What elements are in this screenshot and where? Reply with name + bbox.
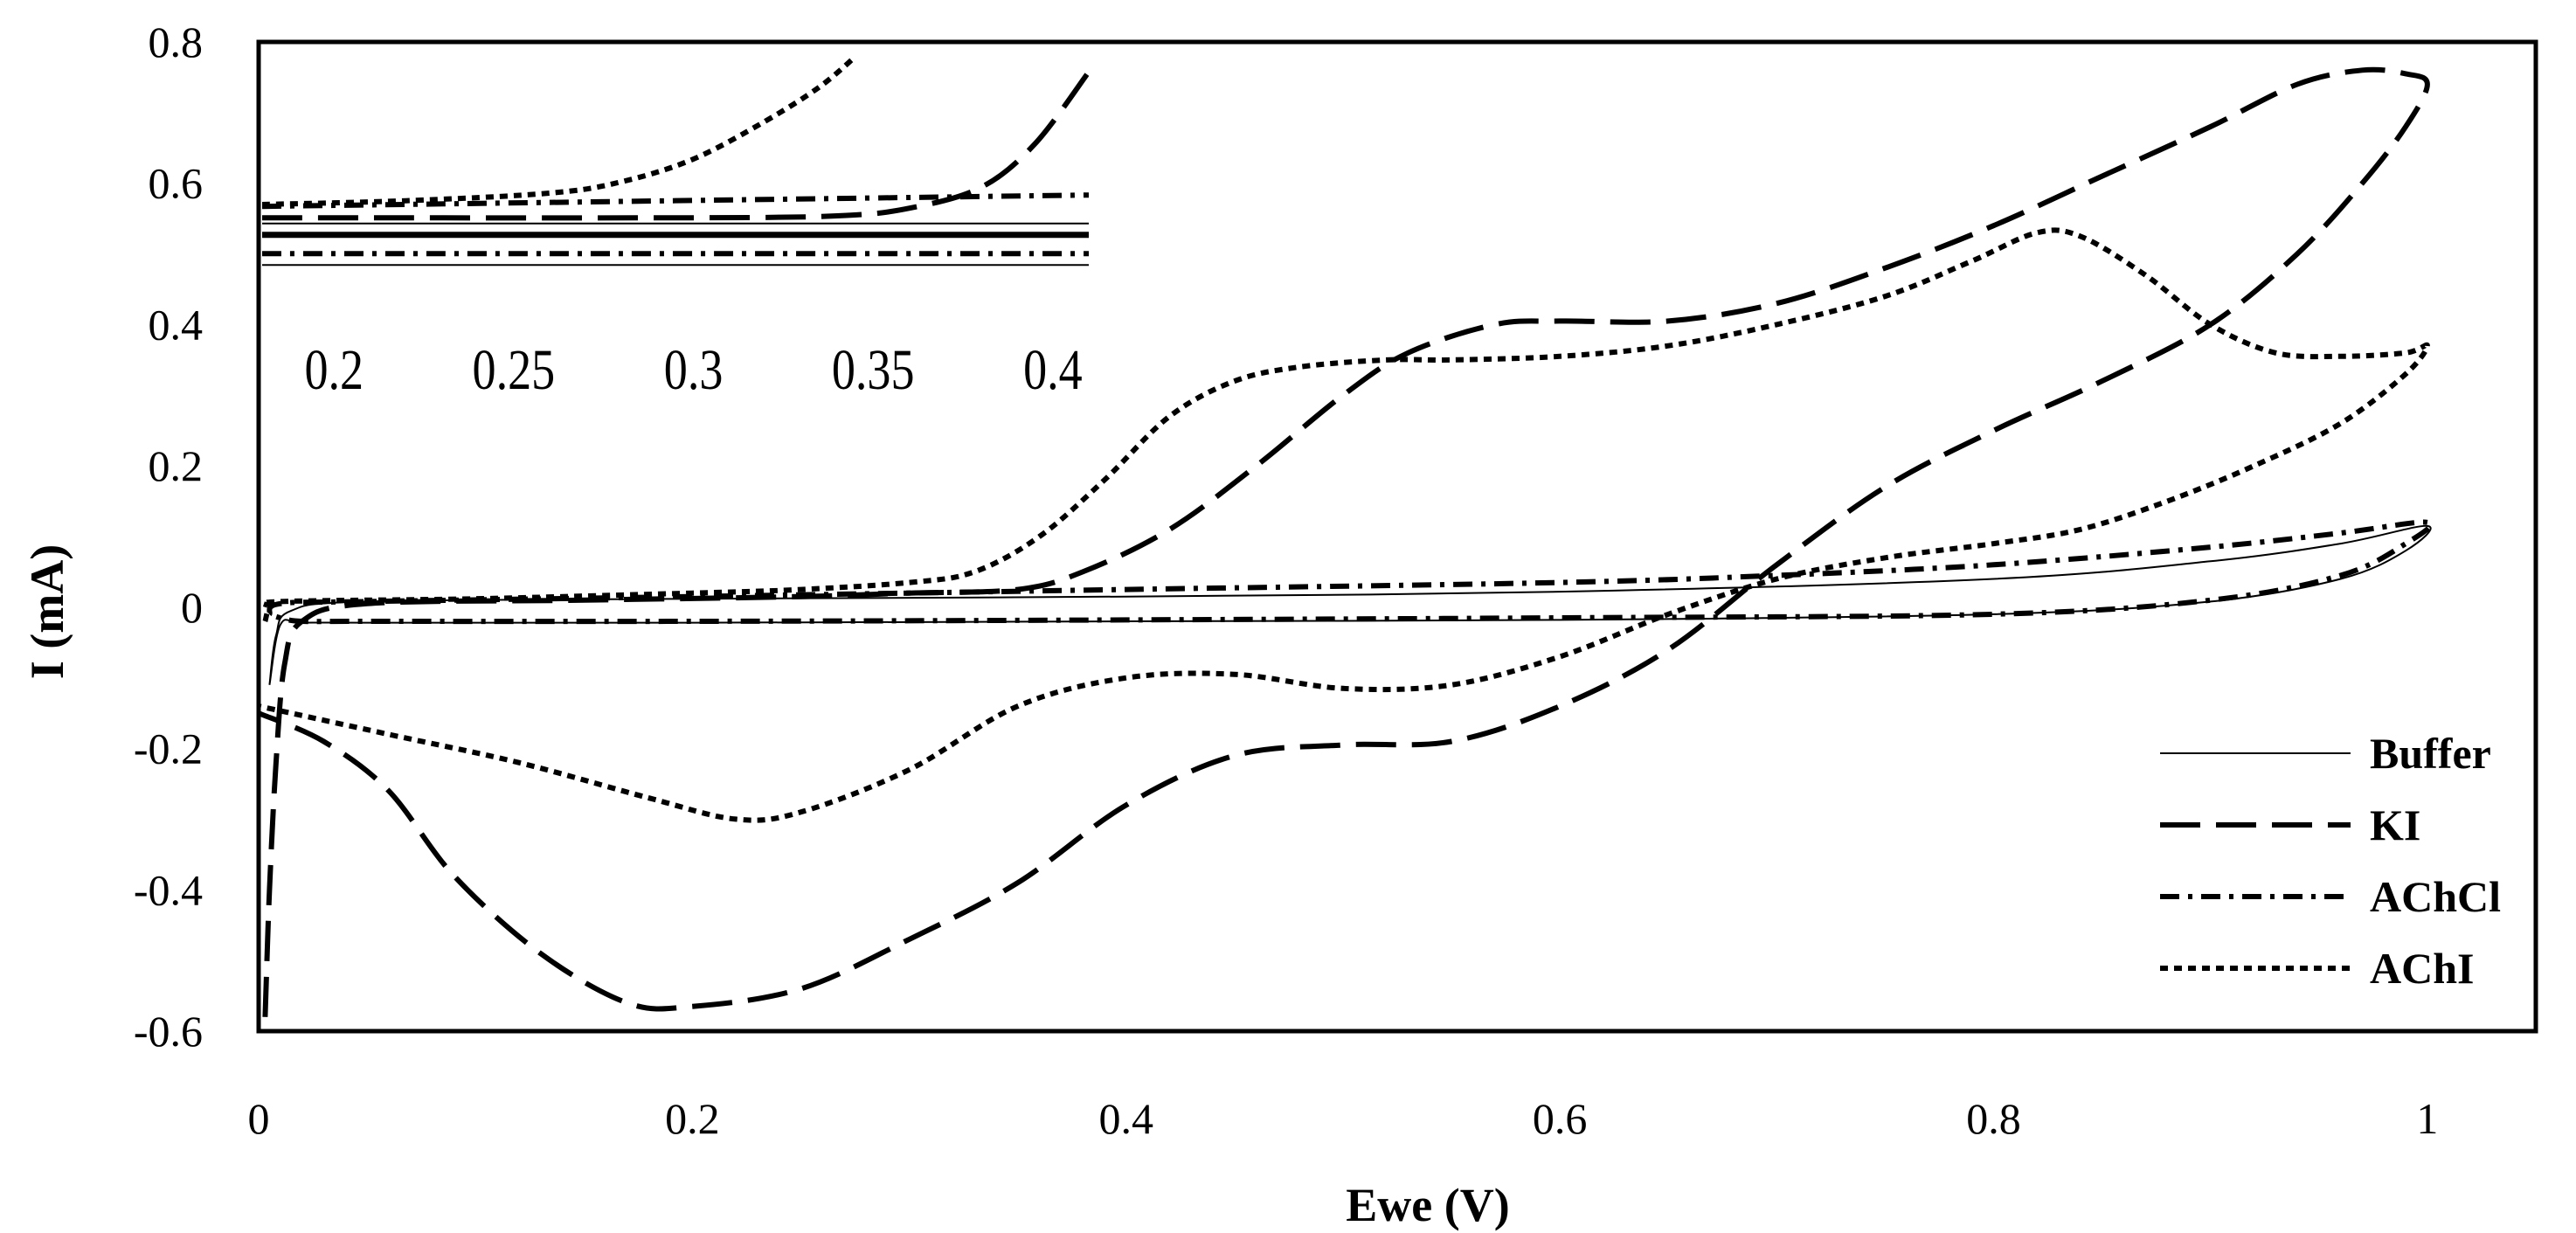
y-tick-label: 0.8 <box>149 17 204 66</box>
series-achcl <box>267 519 2434 625</box>
inset-x-ticks: 0.2 0.25 0.3 0.35 0.4 <box>304 338 1082 402</box>
x-tick-label: 0 <box>248 1094 270 1143</box>
inset-x-tick-label: 0.3 <box>664 338 724 402</box>
x-tick-label: 0.8 <box>1966 1094 2021 1143</box>
x-axis-title: Ewe (V) <box>1346 1179 1509 1231</box>
y-tick-label: -0.4 <box>134 865 203 914</box>
y-axis-title: I (mA) <box>21 544 73 679</box>
x-axis-ticks: 0 0.2 0.4 0.6 0.8 1 <box>248 1094 2439 1143</box>
y-tick-label: 0.4 <box>149 300 204 349</box>
inset-x-tick-label: 0.4 <box>1023 338 1083 402</box>
y-axis-ticks: -0.6 -0.4 -0.2 0 0.2 0.4 0.6 0.8 <box>134 17 203 1056</box>
series-achi <box>259 227 2430 823</box>
series-ki <box>259 66 2430 1017</box>
x-tick-label: 1 <box>2416 1094 2438 1143</box>
y-tick-label: -0.2 <box>134 724 203 773</box>
legend: Buffer KI AChCl AChI <box>2160 729 2501 993</box>
inset-series-achi <box>262 54 857 207</box>
y-tick-label: 0 <box>181 583 203 632</box>
plot-frame <box>256 39 2538 1034</box>
legend-label-buffer: Buffer <box>2370 729 2491 778</box>
inset-series-ki <box>262 70 1089 221</box>
inset-series-achcl-upper <box>262 192 1089 210</box>
x-tick-label: 0.4 <box>1099 1094 1154 1143</box>
series-layer <box>259 66 2434 1017</box>
inset-x-tick-label: 0.25 <box>473 338 556 402</box>
y-tick-label: 0.2 <box>149 441 204 490</box>
inset-x-tick-label: 0.35 <box>832 338 915 402</box>
y-tick-label: -0.6 <box>134 1007 203 1056</box>
x-tick-label: 0.6 <box>1533 1094 1588 1143</box>
legend-label-achcl: AChCl <box>2370 872 2501 921</box>
legend-label-ki: KI <box>2370 800 2420 849</box>
inset-layer <box>262 54 1089 267</box>
legend-label-achi: AChI <box>2370 944 2474 993</box>
y-tick-label: 0.6 <box>149 159 204 208</box>
inset-x-tick-label: 0.2 <box>304 338 364 402</box>
x-tick-label: 0.2 <box>665 1094 720 1143</box>
